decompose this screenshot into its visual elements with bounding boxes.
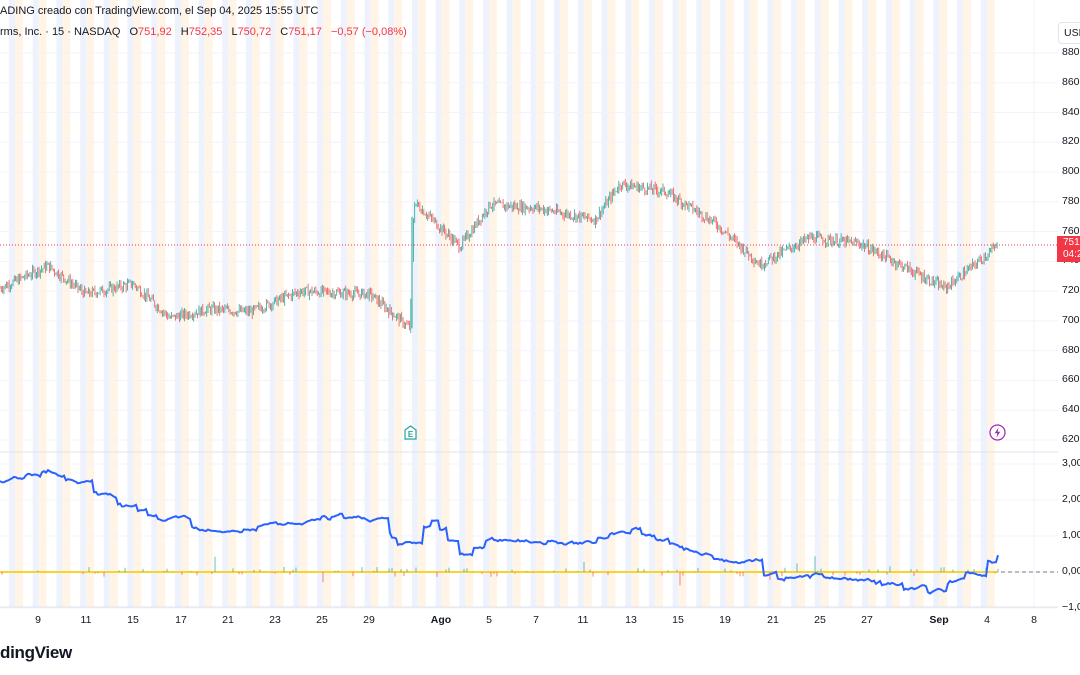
time-label: 19: [719, 614, 731, 626]
price-tick: 780: [1062, 194, 1080, 207]
open-value: 751,92: [138, 26, 172, 38]
tradingview-logo[interactable]: dingView: [0, 643, 72, 662]
time-label: 11: [80, 614, 92, 626]
time-label: 11: [577, 614, 589, 626]
price-tick: 820: [1062, 135, 1080, 148]
chart-title: ADING creado con TradingView.com, el Sep…: [0, 5, 319, 17]
low-label: L: [231, 26, 238, 38]
indicator-tick: 1,00: [1062, 529, 1080, 541]
time-label: 8: [1031, 614, 1037, 626]
symbol-info: rms, Inc. · 15 · NASDAQ: [0, 26, 121, 38]
indicator-line: [0, 468, 999, 595]
time-label: 21: [222, 614, 234, 626]
earnings-icon: E: [404, 425, 417, 440]
time-label: 25: [814, 614, 826, 626]
currency-button[interactable]: USD: [1058, 22, 1080, 44]
price-tick: 700: [1062, 313, 1080, 326]
time-label: 29: [363, 614, 375, 626]
open-label: O: [129, 26, 139, 38]
price-tick: 720: [1062, 284, 1080, 297]
price-tick: 660: [1062, 373, 1080, 386]
price-tick: 840: [1062, 105, 1080, 118]
time-label: 27: [861, 614, 873, 626]
last-price-value: 751: [1063, 237, 1080, 248]
time-label: 17: [175, 614, 187, 626]
price-tick: 800: [1062, 165, 1080, 178]
price-tick: 640: [1062, 403, 1080, 416]
time-label: 23: [269, 614, 281, 626]
price-candles: [0, 178, 998, 334]
time-label: 15: [672, 614, 684, 626]
dividend-marker[interactable]: [989, 424, 1006, 441]
high-value: 752,35: [188, 26, 223, 38]
price-tick: 860: [1062, 75, 1080, 88]
earnings-marker[interactable]: E: [404, 425, 417, 440]
lightning-icon: [989, 424, 1006, 441]
indicator-tick: −1,0: [1062, 601, 1080, 613]
low-value: 750,72: [237, 26, 272, 38]
time-label: 15: [127, 614, 139, 626]
time-label: 25: [316, 614, 328, 626]
session-bands: [9, 0, 995, 607]
indicator-tick: 2,00: [1062, 493, 1080, 505]
close-label: C: [280, 26, 289, 38]
price-tick: 760: [1062, 224, 1080, 237]
bar-countdown: 04:2: [1063, 249, 1080, 260]
grid-lines: [0, 0, 1058, 609]
time-label: 9: [35, 614, 41, 626]
earnings-label: E: [408, 430, 414, 439]
price-tick: 680: [1062, 343, 1080, 356]
symbol-legend: rms, Inc. · 15 · NASDAQ O751,92 H752,35 …: [0, 26, 407, 38]
time-label: Sep: [929, 614, 949, 626]
indicator-tick: 0,00: [1062, 565, 1080, 577]
price-tick: 620: [1062, 433, 1080, 445]
high-label: H: [180, 26, 189, 38]
time-label: 4: [984, 614, 990, 626]
time-label: 13: [625, 614, 637, 626]
time-label: 21: [767, 614, 779, 626]
close-value: 751,17: [288, 26, 322, 38]
time-label: 7: [533, 614, 539, 626]
last-price-tag: 751 04:2: [1057, 236, 1080, 262]
indicator-tick: 3,00: [1062, 457, 1080, 469]
price-change: −0,57 (−0,08%): [330, 26, 407, 38]
price-tick: 880: [1062, 46, 1080, 58]
time-label: Ago: [430, 614, 452, 626]
time-label: 5: [486, 614, 492, 626]
